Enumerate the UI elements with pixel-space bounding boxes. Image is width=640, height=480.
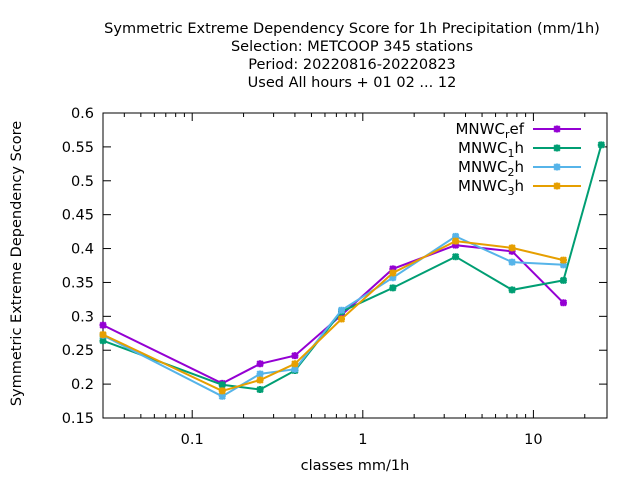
x-tick-label: 0.1 (181, 432, 204, 448)
data-point (389, 274, 397, 282)
legend-label-tail: h (514, 177, 524, 195)
y-tick-label: 0.25 (62, 343, 94, 359)
data-point (508, 258, 516, 266)
legend-label-subscript: 1 (507, 147, 514, 160)
data-point (256, 360, 264, 368)
y-tick-label: 0.45 (62, 208, 94, 224)
series-lines (99, 141, 605, 400)
legend-label-tail: ef (509, 120, 524, 138)
legend-marker (553, 144, 561, 152)
data-point (389, 284, 397, 292)
data-point (218, 381, 226, 389)
title-line: Selection: METCOOP 345 stations (231, 39, 473, 55)
title-line: Used All hours + 01 02 ... 12 (248, 75, 457, 91)
legend-marker (553, 163, 561, 171)
x-tick-label: 1 (358, 432, 367, 448)
legend-label-subscript: 2 (507, 166, 514, 179)
data-point (559, 261, 568, 269)
y-tick-label: 0.2 (71, 377, 94, 393)
data-point (99, 337, 107, 345)
x-axis-label: classes mm/1h (301, 458, 410, 474)
legend-label: MNWCref (455, 120, 524, 141)
legend-marker (553, 125, 561, 133)
title-line: Symmetric Extreme Dependency Score for 1… (104, 21, 600, 37)
x-tick-label: 10 (524, 432, 542, 448)
legend-label-base: MNWC (455, 120, 504, 138)
data-point (337, 315, 346, 323)
legend-label-tail: h (514, 139, 524, 157)
y-tick-label: 0.55 (62, 140, 94, 156)
legend-marker (553, 182, 561, 190)
data-point (597, 141, 605, 149)
data-point (291, 365, 299, 373)
series-line (102, 144, 603, 391)
data-point (218, 392, 226, 400)
legend-label: MNWC2h (458, 158, 524, 179)
data-point (218, 387, 226, 395)
data-point (452, 237, 460, 245)
data-point (256, 370, 264, 378)
data-point (291, 352, 299, 360)
axis-ticks: 0.15 0.2 0.25 0.3 0.35 0.4 0.45 0.5 0.55 0.6 0.1 1 1… (62, 106, 607, 448)
data-point (291, 360, 299, 368)
plot-frame (102, 112, 608, 419)
data-point (99, 331, 107, 339)
series-line (102, 235, 564, 398)
legend-label: MNWC1h (458, 139, 524, 160)
series-4 (99, 237, 568, 395)
data-point (452, 253, 460, 261)
data-point (559, 299, 568, 307)
y-tick-label: 0.3 (71, 309, 94, 325)
data-point (389, 269, 397, 277)
y-axis-label: Symmetric Extreme Dependency Score (9, 121, 25, 406)
data-point (337, 306, 346, 314)
y-tick-label: 0.4 (71, 242, 94, 258)
data-point (508, 244, 516, 252)
chart-title: Symmetric Extreme Dependency Score for 1… (104, 21, 600, 91)
data-point (99, 321, 107, 329)
series-3 (99, 232, 568, 400)
title-line: Period: 20220816-20220823 (248, 57, 456, 73)
data-point (452, 241, 460, 249)
data-point (452, 232, 460, 240)
legend-label-base: MNWC (458, 139, 507, 157)
legend-label-tail: h (514, 158, 524, 176)
data-point (256, 385, 264, 394)
series-line (102, 244, 565, 385)
y-tick-label: 0.6 (71, 106, 94, 122)
y-tick-label: 0.35 (62, 275, 94, 291)
y-tick-label: 0.15 (62, 411, 94, 427)
data-point (559, 276, 568, 284)
series-line (102, 240, 564, 392)
data-point (508, 286, 516, 294)
y-tick-label: 0.5 (71, 174, 94, 190)
legend-label: MNWC3h (458, 177, 524, 198)
legend-label-subscript: r (505, 128, 510, 141)
data-point (256, 376, 264, 384)
data-point (559, 256, 568, 264)
data-point (389, 265, 397, 273)
legend-label-base: MNWC (458, 158, 507, 176)
legend-label-subscript: 3 (507, 185, 514, 198)
legend-label-base: MNWC (458, 177, 507, 195)
